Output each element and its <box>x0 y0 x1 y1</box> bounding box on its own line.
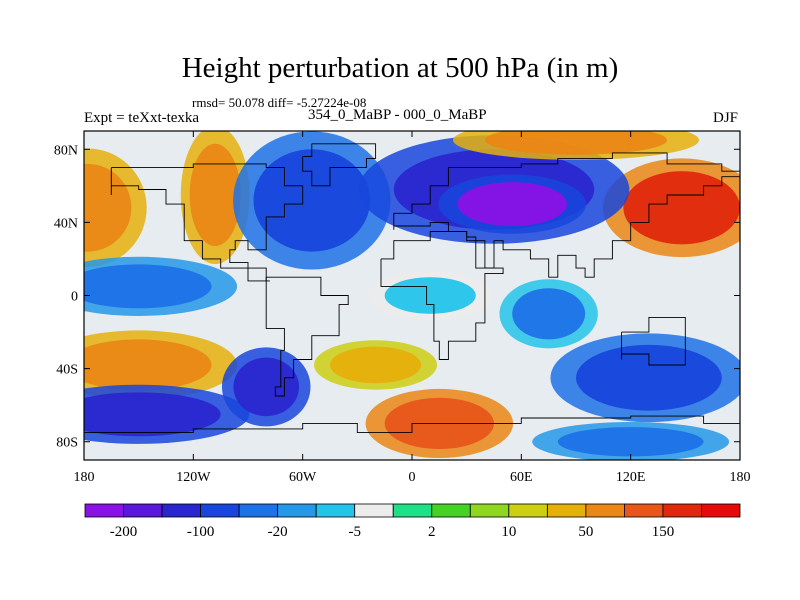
y-tick-label: 0 <box>71 290 78 305</box>
difference-label: 354_0_MaBP - 000_0_MaBP <box>308 107 487 123</box>
chart-title: Height perturbation at 500 hPa (in m) <box>181 52 619 84</box>
field-region-tropics-africa <box>384 277 476 314</box>
colorbar-swatch <box>315 503 356 518</box>
stats-label: rmsd= 50.078 diff= -5.27224e-08 <box>192 95 367 110</box>
x-tick-label: 120E <box>616 470 646 485</box>
field-region-s-pacific-high <box>84 339 212 391</box>
colorbar-swatch <box>431 503 471 518</box>
field-region-arctic-high <box>484 131 668 155</box>
colorbar-swatch <box>161 503 201 518</box>
field-region-s-atlantic-high <box>330 346 422 384</box>
y-tick-label: 40N <box>54 216 78 231</box>
x-tick-label: 60E <box>510 470 533 485</box>
field-region-n-atlantic-low <box>253 149 371 252</box>
field-region-indian-ocean <box>512 288 586 340</box>
colorbar-swatch <box>392 503 433 518</box>
colorbar-swatch <box>701 503 741 518</box>
field-region-eurasia-core-low <box>457 182 567 227</box>
colorbar-label: -200 <box>110 524 138 540</box>
experiment-label: Expt = teXxt-texka <box>84 110 200 126</box>
coastline-south-america <box>265 276 349 397</box>
x-tick-label: 60W <box>289 470 317 485</box>
coastline-eurasia <box>393 152 740 278</box>
colorbar: -200 -100 -20 -5 2 10 50 150 <box>84 503 741 540</box>
colorbar-swatch <box>354 503 394 518</box>
field-region-antarctic-east <box>557 427 704 457</box>
field-region-s-pacific-low <box>84 392 221 437</box>
coastline-north-america <box>110 163 304 282</box>
y-tick-label: 40S <box>56 363 78 378</box>
coastline-antarctica <box>84 415 740 434</box>
x-tick-label: 120W <box>176 470 211 485</box>
colorbar-label: -5 <box>348 524 361 540</box>
colorbar-swatch <box>469 503 510 518</box>
y-tick-label: 80N <box>54 143 78 158</box>
coastline-australia <box>621 316 686 366</box>
colorbar-label: -20 <box>268 524 288 540</box>
coastlines <box>84 143 740 434</box>
colorbar-swatch <box>238 503 279 518</box>
colorbar-label: 50 <box>578 524 593 540</box>
colorbar-swatch <box>546 503 587 518</box>
coastline-africa <box>380 231 504 360</box>
colorbar-swatch <box>624 503 664 518</box>
colorbar-swatch <box>123 503 163 518</box>
colorbar-label: 2 <box>428 524 436 540</box>
x-tick-label: 180 <box>730 470 751 485</box>
colorbar-label: 150 <box>652 524 675 540</box>
height-field <box>84 131 740 460</box>
axis-ticks: 180 120W 60W 0 60E 120E 180 80N 40N 0 40S 80S <box>54 131 751 485</box>
field-region-s-america-low <box>233 357 300 417</box>
season-label: DJF <box>713 110 739 126</box>
colorbar-label: 10 <box>501 524 516 540</box>
field-region-siberia-pacific-high <box>623 171 740 245</box>
coastline-greenland <box>302 143 377 187</box>
colorbar-swatch <box>662 503 702 518</box>
colorbar-swatch <box>200 503 240 518</box>
y-tick-label: 80S <box>56 436 78 451</box>
colorbar-label: -100 <box>187 524 215 540</box>
colorbar-swatch <box>585 503 625 518</box>
colorbar-swatch <box>277 503 317 518</box>
colorbar-swatch <box>84 503 124 518</box>
x-tick-label: 0 <box>409 470 416 485</box>
field-region-n-pacific-west-high <box>84 163 132 252</box>
field-region-pacific-tropics <box>84 264 212 309</box>
field-region-n-america-high <box>189 143 241 247</box>
colorbar-swatch <box>508 503 548 518</box>
x-tick-label: 180 <box>74 470 95 485</box>
